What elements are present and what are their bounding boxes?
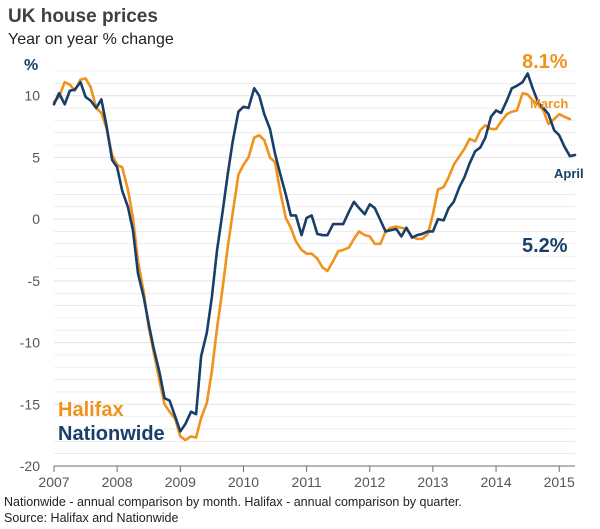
y-axis: 10 5 0 -5 -10 -15 -20	[20, 88, 40, 474]
y-tick-label: -5	[28, 273, 41, 289]
y-tick-label: 10	[24, 88, 40, 104]
y-axis-label: %	[24, 57, 38, 74]
legend-halifax: Halifax	[58, 399, 124, 421]
nationwide-latest-value: 5.2%	[522, 235, 568, 257]
x-tick-label: 2015	[544, 474, 575, 490]
y-tick-label: -15	[20, 396, 40, 412]
footnote-source: Source: Halifax and Nationwide	[4, 511, 178, 525]
x-tick-label: 2013	[417, 474, 448, 490]
x-tick-label: 2009	[165, 474, 196, 490]
y-tick-label: 5	[32, 149, 40, 165]
chart-subtitle: Year on year % change	[8, 31, 174, 48]
series-line-nationwide	[52, 72, 577, 433]
y-tick-label: -20	[20, 458, 40, 474]
footnote-method: Nationwide - annual comparison by month.…	[4, 495, 462, 509]
chart-title: UK house prices	[8, 6, 158, 27]
x-tick-label: 2011	[292, 474, 322, 490]
x-axis: 2007 2008 2009 2010 2011 2012 2013 2014 2015	[38, 465, 575, 490]
gridlines	[54, 70, 575, 467]
series-line-halifax	[52, 77, 572, 442]
halifax-latest-month: March	[530, 96, 568, 111]
x-tick-label: 2014	[480, 474, 511, 490]
nationwide-latest-month: April	[554, 166, 584, 181]
y-tick-label: -10	[20, 335, 40, 351]
y-tick-label: 0	[32, 211, 40, 227]
x-tick-label: 2007	[38, 474, 69, 490]
x-tick-label: 2010	[228, 474, 259, 490]
x-tick-label: 2008	[102, 474, 133, 490]
halifax-latest-value: 8.1%	[522, 51, 568, 73]
series-layer	[52, 72, 577, 442]
legend-nationwide: Nationwide	[58, 423, 165, 445]
x-tick-label: 2012	[354, 474, 385, 490]
